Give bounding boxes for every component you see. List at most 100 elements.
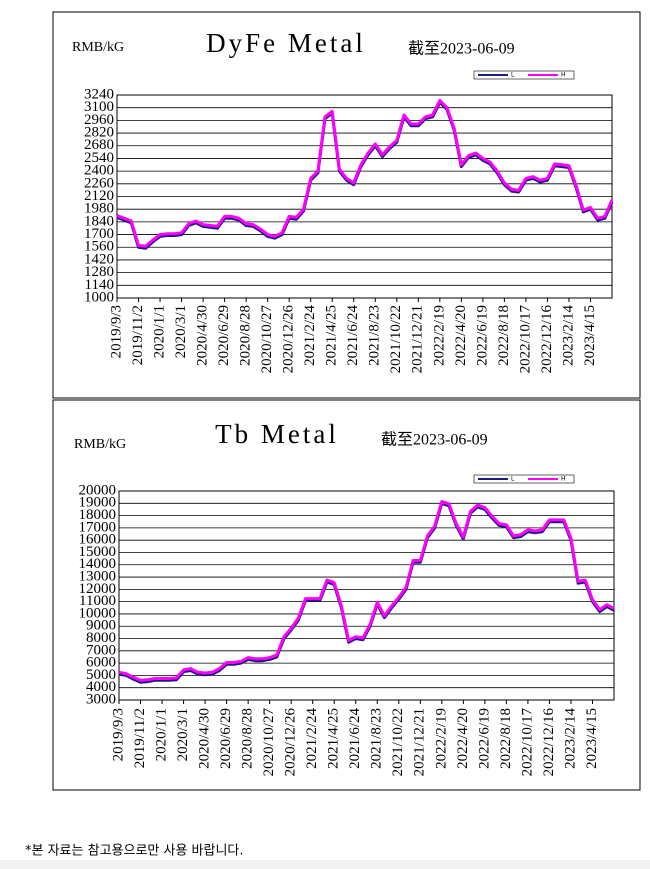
x-tick-label: 2021/12/21 [412, 708, 428, 776]
y-tick-label: 16000 [79, 532, 117, 548]
x-tick-label: 2019/11/2 [132, 708, 148, 768]
chart-title: Tb Metal [215, 419, 339, 449]
x-tick-label: 2022/6/19 [476, 708, 492, 769]
plot-border [118, 490, 615, 701]
y-tick-label: 4000 [86, 679, 116, 695]
x-tick-label: 2022/10/17 [517, 305, 533, 374]
x-tick-label: 2022/12/16 [541, 708, 557, 777]
x-tick-label: 2020/10/27 [259, 305, 275, 374]
plot-border [116, 94, 613, 299]
y-tick-label: 11000 [79, 593, 116, 609]
x-tick-label: 2022/2/19 [433, 708, 449, 769]
x-tick-label: 2019/9/3 [108, 305, 124, 358]
y-tick-label: 2400 [84, 163, 114, 179]
legend-box [473, 70, 575, 80]
chart-panel [52, 11, 641, 399]
x-tick-label: 2021/8/23 [369, 708, 385, 769]
date-note: 截至2023-06-09 [408, 40, 515, 58]
y-tick-label: 3000 [86, 691, 116, 707]
x-tick-label: 2020/8/28 [238, 305, 254, 366]
series-line [118, 500, 615, 682]
y-tick-label: 8000 [86, 630, 116, 646]
y-tick-label: 1980 [84, 201, 114, 217]
y-tick-label: 1280 [84, 264, 114, 280]
x-tick-label: 2022/8/18 [498, 708, 514, 769]
chart-title: DyFe Metal [206, 28, 366, 58]
bottom-strip [0, 860, 650, 869]
x-tick-label: 2022/8/18 [496, 305, 512, 366]
legend-label: H [561, 72, 566, 79]
legend-label: L [511, 72, 515, 79]
x-tick-label: 2020/4/30 [197, 708, 213, 769]
y-tick-label: 1560 [84, 239, 114, 255]
legend-label: H [561, 476, 566, 483]
x-tick-label: 2020/4/30 [195, 305, 211, 366]
x-tick-label: 2022/4/20 [455, 708, 471, 769]
x-tick-label: 2021/2/24 [302, 305, 318, 366]
x-tick-label: 2020/3/1 [173, 305, 189, 358]
y-tick-label: 6000 [86, 655, 116, 671]
x-tick-label: 2020/1/1 [153, 708, 169, 761]
x-tick-label: 2020/3/1 [175, 708, 191, 761]
y-tick-label: 20000 [79, 482, 117, 498]
y-tick-label: 12000 [79, 581, 117, 597]
y-tick-label: 1000 [84, 289, 114, 305]
x-tick-label: 2021/6/24 [345, 305, 361, 366]
y-tick-label: 17000 [79, 519, 117, 535]
y-tick-label: 2680 [84, 137, 114, 153]
unit-label: RMB/kG [74, 437, 126, 452]
x-tick-label: 2020/1/1 [151, 305, 167, 358]
y-tick-label: 2820 [84, 125, 114, 141]
y-tick-label: 1420 [84, 251, 114, 267]
x-tick-label: 2021/4/25 [324, 305, 340, 366]
x-tick-label: 2021/4/25 [326, 708, 342, 769]
y-tick-label: 19000 [79, 495, 117, 511]
chart-panel [52, 399, 641, 791]
x-tick-label: 2023/2/14 [562, 708, 578, 769]
y-tick-label: 1140 [85, 277, 114, 293]
y-tick-label: 14000 [79, 556, 117, 572]
date-note: 截至2023-06-09 [381, 431, 488, 449]
y-tick-label: 5000 [86, 667, 116, 683]
y-tick-label: 1700 [84, 226, 114, 242]
x-tick-label: 2020/6/29 [218, 708, 234, 769]
y-tick-label: 2120 [84, 188, 114, 204]
y-tick-label: 7000 [86, 642, 116, 658]
y-tick-label: 18000 [79, 507, 117, 523]
x-tick-label: 2019/11/2 [130, 305, 146, 365]
x-tick-label: 2021/6/24 [347, 708, 363, 769]
footer-note: *본 자료는 참고용으로만 사용 바랍니다. [25, 844, 244, 859]
y-tick-label: 15000 [79, 544, 117, 560]
y-tick-label: 2960 [84, 112, 114, 128]
series-line [116, 98, 614, 248]
x-tick-label: 2020/6/29 [216, 305, 232, 366]
y-tick-label: 10000 [79, 605, 117, 621]
legend-label: L [511, 476, 515, 483]
x-tick-label: 2021/2/24 [304, 708, 320, 769]
x-tick-label: 2020/12/26 [283, 708, 299, 777]
x-tick-label: 2021/8/23 [367, 305, 383, 366]
y-tick-label: 3100 [84, 99, 114, 115]
x-tick-label: 2021/12/21 [410, 305, 426, 373]
x-tick-label: 2022/12/16 [539, 305, 555, 374]
x-tick-label: 2023/4/15 [584, 708, 600, 769]
x-tick-label: 2022/2/19 [431, 305, 447, 366]
y-tick-label: 2260 [84, 175, 114, 191]
legend-box [473, 474, 575, 484]
unit-label: RMB/kG [72, 40, 124, 55]
y-tick-label: 13000 [79, 568, 117, 584]
x-tick-label: 2020/8/28 [240, 708, 256, 769]
x-tick-label: 2020/12/26 [281, 305, 297, 374]
x-tick-label: 2020/10/27 [261, 708, 277, 777]
x-tick-label: 2021/10/22 [390, 708, 406, 776]
y-tick-label: 9000 [86, 618, 116, 634]
x-tick-label: 2019/9/3 [110, 708, 126, 761]
x-tick-label: 2022/6/19 [474, 305, 490, 366]
y-tick-label: 3240 [84, 86, 114, 102]
x-tick-label: 2022/4/20 [453, 305, 469, 366]
y-tick-label: 2540 [84, 150, 114, 166]
x-tick-label: 2022/10/17 [519, 708, 535, 777]
x-tick-label: 2023/2/14 [560, 305, 576, 366]
series-line [116, 100, 614, 250]
